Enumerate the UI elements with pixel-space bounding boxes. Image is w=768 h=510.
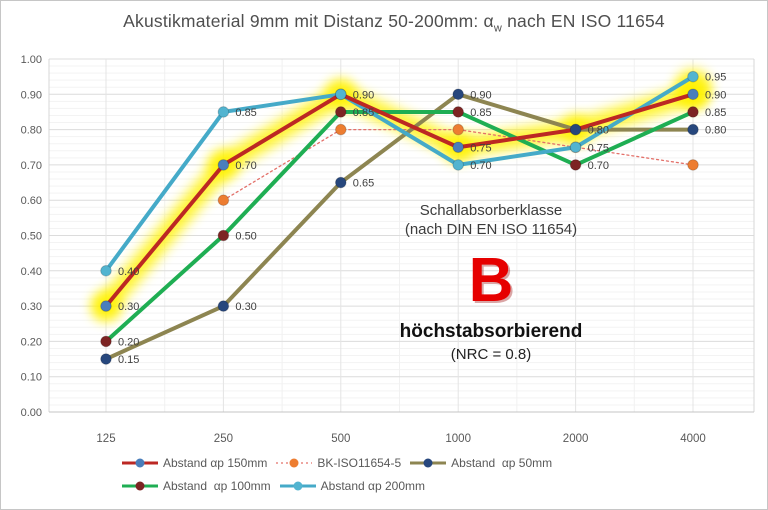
svg-text:0.70: 0.70 [21, 160, 42, 172]
data-labels: 0.30 0.70 0.90 0.75 0.80 0.90 0.15 0.30 0.65 0.90… [118, 72, 726, 366]
svg-text:0.60: 0.60 [21, 195, 42, 207]
svg-text:0.30: 0.30 [118, 301, 139, 313]
legend-item: BK-ISO11654-5 [276, 456, 401, 470]
svg-text:0.70: 0.70 [470, 160, 491, 172]
legend-label: Abstand αp 150mm [163, 456, 268, 470]
svg-text:0.20: 0.20 [21, 336, 42, 348]
svg-text:250: 250 [214, 433, 233, 445]
svg-text:0.15: 0.15 [118, 354, 139, 366]
svg-text:1.00: 1.00 [21, 54, 42, 66]
svg-text:0.85: 0.85 [470, 107, 491, 119]
svg-text:0.90: 0.90 [353, 89, 374, 101]
svg-text:0.50: 0.50 [235, 231, 256, 243]
legend-item: Abstand αp 50mm [410, 456, 552, 470]
svg-text:0.80: 0.80 [705, 125, 726, 137]
svg-text:2000: 2000 [563, 433, 589, 445]
svg-text:0.80: 0.80 [21, 125, 42, 137]
svg-text:4000: 4000 [680, 433, 706, 445]
svg-text:0.65: 0.65 [353, 178, 374, 190]
legend-swatch-icon [276, 458, 313, 468]
absorber-class-letter: B [468, 246, 514, 315]
annotation-line-2: (nach DIN EN ISO 11654) [404, 221, 578, 238]
svg-text:0.85: 0.85 [705, 107, 726, 119]
chart-legend: Abstand αp 150mm BK-ISO11654-5 Abstand αp … [122, 456, 561, 493]
legend-item: Abstand αp 100mm [122, 479, 271, 493]
absorber-class-descriptor: höchstabsorbierend [399, 320, 583, 342]
absorber-class-annotation: Schallabsorberklasse (nach DIN EN ISO 11… [366, 202, 616, 363]
svg-text:0.50: 0.50 [21, 231, 42, 243]
chart-title-rest: nach EN ISO 11654 [502, 11, 665, 31]
svg-text:0.20: 0.20 [118, 336, 139, 348]
svg-text:0.95: 0.95 [705, 72, 726, 84]
svg-text:1000: 1000 [445, 433, 471, 445]
chart-title-subscript: w [493, 22, 503, 35]
svg-text:0.00: 0.00 [21, 407, 42, 419]
svg-text:0.40: 0.40 [21, 266, 42, 278]
legend-item: Abstand αp 150mm [122, 456, 267, 470]
svg-text:500: 500 [331, 433, 350, 445]
svg-text:0.75: 0.75 [588, 142, 609, 154]
annotation-line-1: Schallabsorberklasse [419, 202, 563, 219]
series-lines [104, 74, 695, 362]
legend-swatch-icon [279, 481, 316, 491]
legend-row: Abstand αp 150mm BK-ISO11654-5 Abstand αp … [122, 456, 561, 470]
svg-text:0.80: 0.80 [588, 125, 609, 137]
legend-swatch-icon [410, 458, 447, 468]
svg-text:0.10: 0.10 [21, 372, 42, 384]
svg-text:0.90: 0.90 [705, 89, 726, 101]
series-markers [100, 70, 699, 365]
legend-swatch-icon [122, 458, 158, 468]
svg-text:125: 125 [96, 433, 115, 445]
axis-tick-labels: 0.00 0.10 0.20 0.30 0.40 0.50 0.60 0.70 0.80 0.90… [21, 54, 706, 445]
legend-label: Abstand αp 100mm [163, 479, 271, 493]
svg-text:0.75: 0.75 [470, 142, 491, 154]
legend-row: Abstand αp 100mm Abstand αp 200mm [122, 479, 561, 493]
chart-title-text: Akustikmaterial 9mm mit Distanz 50-200mm… [123, 11, 494, 31]
svg-text:0.30: 0.30 [235, 301, 256, 313]
legend-label: Abstand αp 50mm [451, 456, 553, 470]
nrc-value: (NRC = 0.8) [450, 345, 532, 363]
svg-text:0.90: 0.90 [470, 89, 491, 101]
svg-text:0.85: 0.85 [235, 107, 256, 119]
svg-text:0.30: 0.30 [21, 301, 42, 313]
chart-title: Akustikmaterial 9mm mit Distanz 50-200mm… [34, 11, 754, 35]
legend-swatch-icon [122, 481, 158, 491]
legend-item: Abstand αp 200mm [279, 479, 425, 493]
svg-text:0.70: 0.70 [588, 160, 609, 172]
legend-label: Abstand αp 200mm [320, 479, 425, 493]
svg-text:0.85: 0.85 [353, 107, 374, 119]
svg-text:0.90: 0.90 [21, 89, 42, 101]
svg-text:0.40: 0.40 [118, 266, 139, 278]
legend-label: BK-ISO11654-5 [317, 456, 402, 470]
svg-text:0.70: 0.70 [235, 160, 256, 172]
